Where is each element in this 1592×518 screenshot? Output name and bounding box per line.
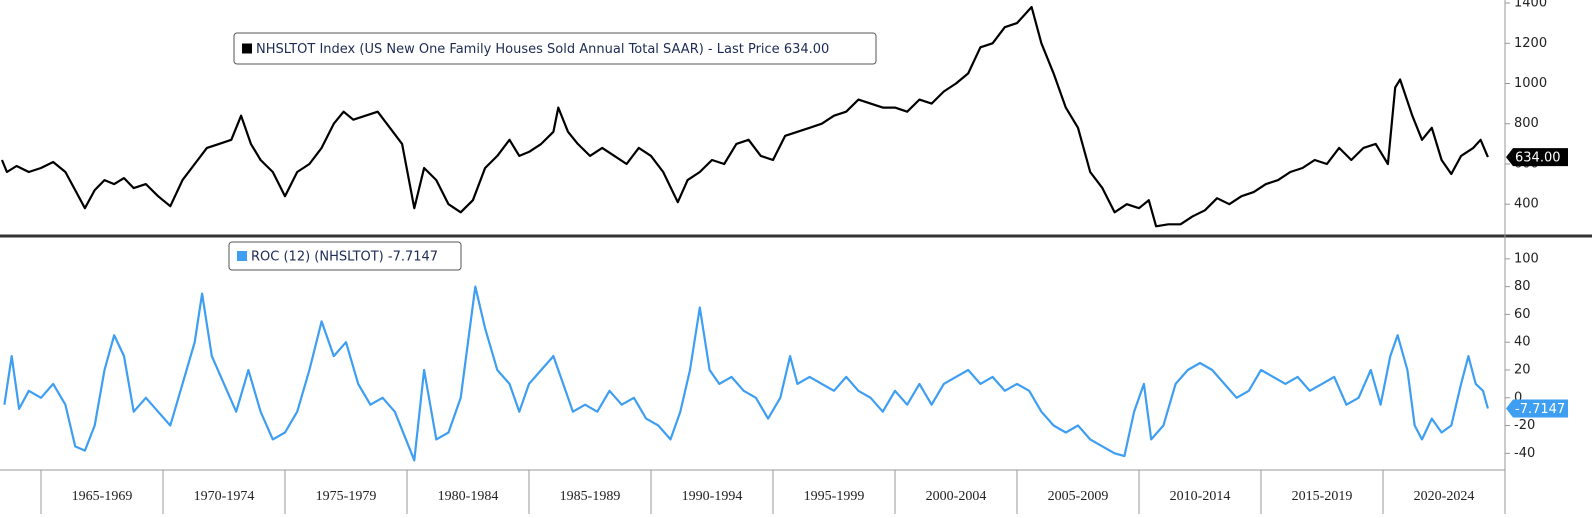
last-value-label: -7.7147 (1515, 402, 1565, 417)
legend-box (228, 241, 462, 271)
y-tick-label: 1200 (1514, 36, 1547, 51)
y-tick-label: 40 (1514, 335, 1531, 350)
x-period-label: 2010-2014 (1170, 489, 1231, 504)
x-period-label: 2005-2009 (1048, 489, 1109, 504)
x-period-label: 1980-1984 (438, 489, 499, 504)
y-tick-label: -20 (1514, 418, 1535, 433)
y-tick-label: 800 (1514, 116, 1539, 131)
legend-swatch (242, 43, 252, 54)
x-period-label: 1985-1989 (560, 489, 621, 504)
x-period-label: 1975-1979 (316, 489, 377, 504)
x-period-label: 1970-1974 (194, 489, 255, 504)
y-tick-label: 1400 (1514, 0, 1547, 11)
y-tick-label: 20 (1514, 362, 1531, 377)
last-value-tag (1506, 399, 1568, 418)
y-tick-label: 80 (1514, 279, 1531, 294)
y-tick-label: 1000 (1514, 76, 1547, 91)
y-tick-label: -40 (1514, 446, 1535, 461)
y-tick-label: 400 (1514, 197, 1539, 212)
x-period-label: 2020-2024 (1414, 489, 1475, 504)
legend-box (233, 32, 877, 65)
x-period-label: 2015-2019 (1292, 489, 1353, 504)
x-period-label: 2000-2004 (926, 489, 987, 504)
y-tick-label: 0 (1514, 390, 1522, 405)
y-tick-label: 100 (1514, 251, 1539, 266)
last-value-label: 634.00 (1515, 151, 1561, 166)
y-tick-label: 60 (1514, 307, 1531, 322)
data-line (3, 285, 1489, 462)
x-period-label: 1990-1994 (682, 489, 743, 504)
legend-swatch (237, 251, 247, 261)
last-value-tag (1506, 148, 1568, 167)
legend-text: ROC (12) (NHSLTOT) -7.7147 (251, 250, 438, 265)
legend-text: NHSLTOT Index (US New One Family Houses … (256, 42, 829, 57)
data-line (0, 5, 1489, 228)
x-period-label: 1965-1969 (72, 489, 133, 504)
x-period-label: 1995-1999 (804, 489, 865, 504)
